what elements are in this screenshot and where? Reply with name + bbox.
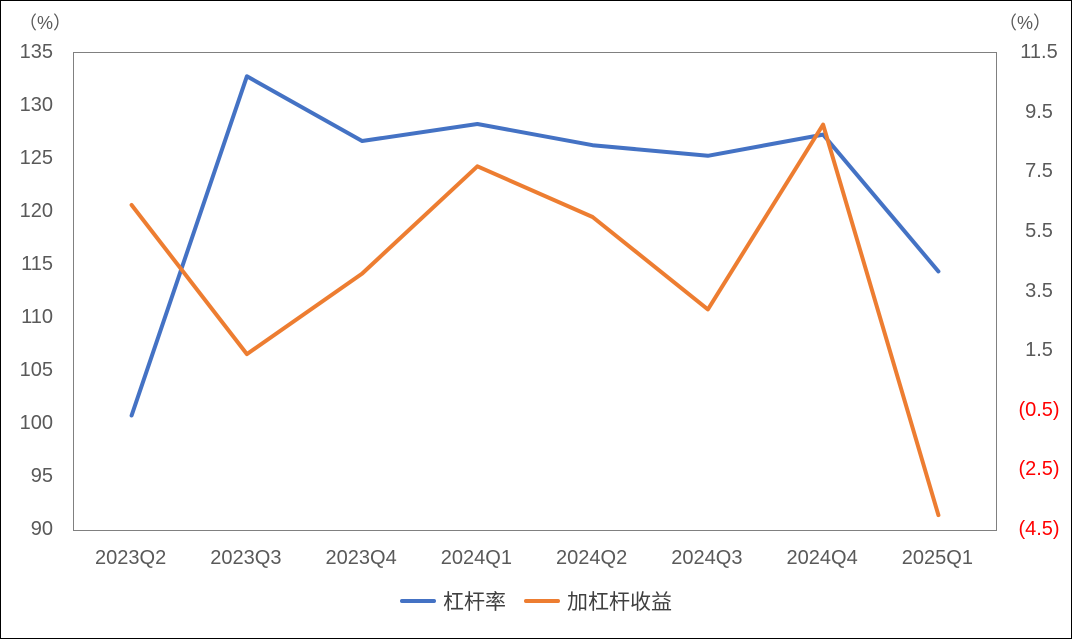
left-axis-tick-label: 100 <box>19 412 53 434</box>
right-axis-tick-label: (0.5) <box>1018 398 1060 421</box>
x-axis-tick-label: 2024Q1 <box>440 547 512 569</box>
legend-item-leveraged-return: 加杠杆收益 <box>524 586 672 616</box>
leveraged-return-line <box>129 122 941 518</box>
legend-swatch-leveraged-return <box>524 599 560 603</box>
right-axis-tick-label: 1.5 <box>1025 339 1053 362</box>
left-axis-tick-label: 115 <box>21 253 53 275</box>
leverage-ratio-line <box>129 74 941 418</box>
x-axis-tick-label: 2023Q3 <box>210 547 282 569</box>
legend-item-leverage-ratio: 杠杆率 <box>400 586 506 616</box>
line-chart <box>129 74 941 518</box>
right-axis-tick-label: 11.5 <box>1020 41 1058 63</box>
legend: 杠杆率 加杠杆收益 <box>1 586 1071 616</box>
left-axis-tick-label: 95 <box>30 465 53 487</box>
x-axis-tick-label: 2024Q2 <box>556 547 628 569</box>
right-axis-tick-label: 5.5 <box>1025 219 1053 242</box>
legend-label-leverage-ratio: 杠杆率 <box>443 591 506 614</box>
right-axis-tick-label: (4.5) <box>1018 518 1060 540</box>
left-axis-tick-label: 105 <box>19 359 53 381</box>
x-axis-tick-label: 2023Q4 <box>325 547 397 569</box>
left-axis-tick-label: 110 <box>21 306 53 328</box>
legend-swatch-leverage-ratio <box>400 599 436 603</box>
right-axis-tick-label: 9.5 <box>1025 100 1053 123</box>
x-axis-tick-label: 2023Q2 <box>95 547 167 569</box>
right-axis-tick-label: 7.5 <box>1025 160 1053 183</box>
x-axis-tick-label: 2024Q3 <box>671 547 743 569</box>
left-axis-title: （%） <box>19 13 72 33</box>
legend-label-leveraged-return: 加杠杆收益 <box>567 591 672 614</box>
x-axis-tick-label: 2025Q1 <box>901 547 973 569</box>
left-axis-tick-label: 125 <box>19 147 53 169</box>
right-axis-tick-label: (2.5) <box>1018 458 1060 481</box>
left-axis-tick-label: 135 <box>19 41 53 63</box>
left-axis-tick-label: 130 <box>19 94 53 116</box>
right-axis-tick-label: 3.5 <box>1025 279 1053 302</box>
right-axis-title: （%） <box>999 13 1052 33</box>
left-axis-tick-label: 90 <box>30 518 53 540</box>
x-axis-tick-label: 2024Q4 <box>786 547 858 569</box>
left-axis-tick-label: 120 <box>19 200 53 222</box>
plot-area <box>73 52 997 531</box>
